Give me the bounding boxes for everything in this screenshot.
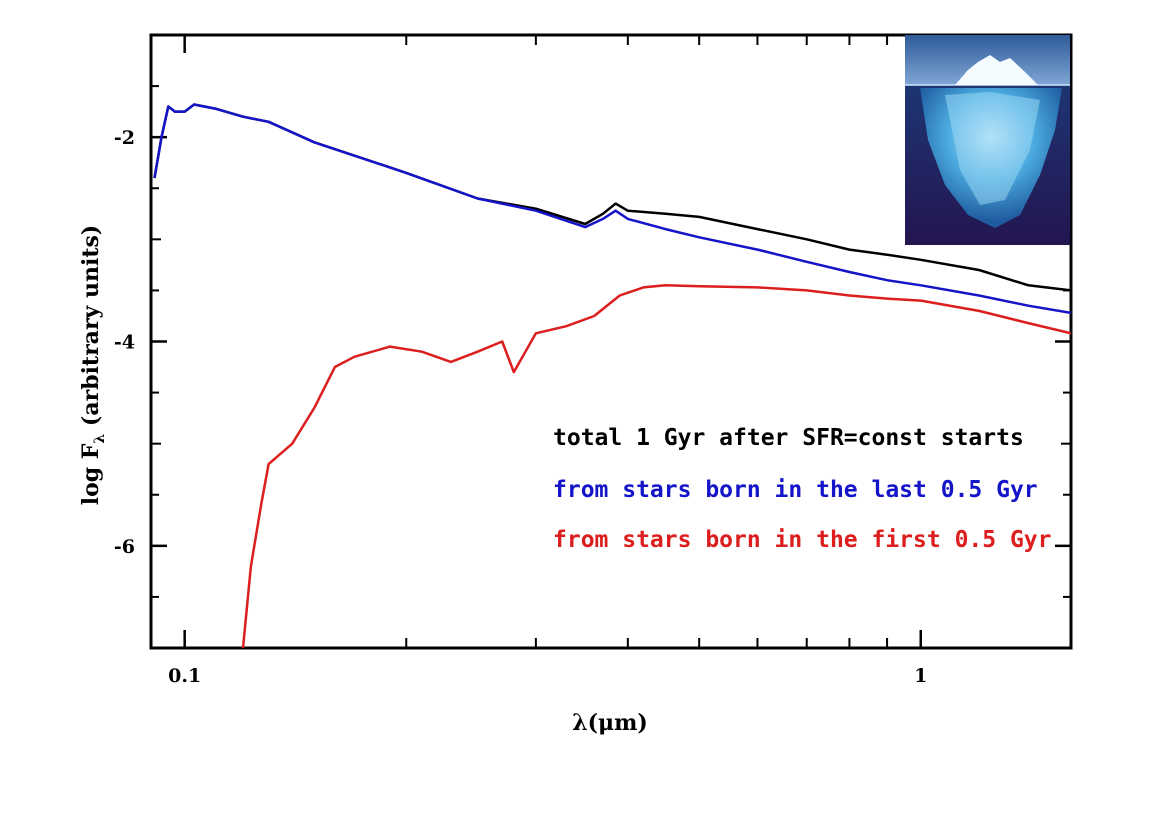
- y-tick-label: -2: [114, 127, 135, 149]
- x-tick-label: 1: [914, 665, 927, 687]
- iceberg-photo: [905, 35, 1070, 245]
- y-tick-label: -6: [114, 536, 135, 558]
- legend-entry-2: from stars born in the last 0.5 Gyr: [553, 477, 1038, 503]
- y-tick-label: -4: [114, 332, 135, 354]
- series-line-2: [153, 103, 1071, 315]
- y-axis-title: log Fλ (arbitrary units): [78, 225, 108, 506]
- legend-entry-1: total 1 Gyr after SFR=const starts: [553, 425, 1024, 451]
- legend: total 1 Gyr after SFR=const starts from s…: [553, 425, 1052, 553]
- legend-entry-3: from stars born in the first 0.5 Gyr: [553, 527, 1052, 553]
- x-axis-title: λ(μm): [572, 710, 648, 736]
- series-line-3: [241, 284, 1071, 648]
- series-lines: [153, 103, 1071, 648]
- x-tick-label: 0.1: [168, 665, 201, 687]
- axis-ticks: 0.1 1 -2 -4 -6: [114, 35, 1071, 687]
